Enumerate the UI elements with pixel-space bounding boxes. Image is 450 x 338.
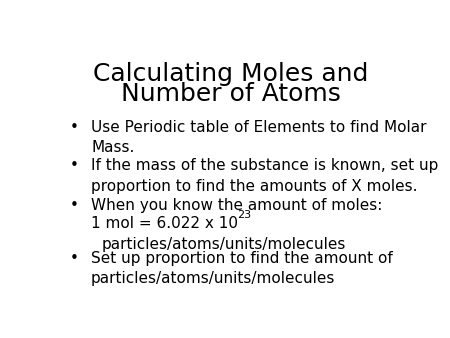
Text: •: • <box>70 159 79 173</box>
Text: Set up proportion to find the amount of
particles/atoms/units/molecules: Set up proportion to find the amount of … <box>91 251 393 286</box>
Text: When you know the amount of moles:: When you know the amount of moles: <box>91 198 382 213</box>
Text: If the mass of the substance is known, set up
proportion to find the amounts of : If the mass of the substance is known, s… <box>91 159 438 194</box>
Text: Use Periodic table of Elements to find Molar
Mass.: Use Periodic table of Elements to find M… <box>91 120 427 155</box>
Text: •: • <box>70 120 79 135</box>
Text: •: • <box>70 251 79 266</box>
Text: •: • <box>70 198 79 213</box>
Text: particles/atoms/units/molecules: particles/atoms/units/molecules <box>101 237 346 252</box>
Text: 23: 23 <box>238 210 252 220</box>
Text: 1 mol = 6.022 x 10: 1 mol = 6.022 x 10 <box>90 216 238 231</box>
Text: Number of Atoms: Number of Atoms <box>121 82 341 106</box>
Text: Calculating Moles and: Calculating Moles and <box>93 62 368 86</box>
